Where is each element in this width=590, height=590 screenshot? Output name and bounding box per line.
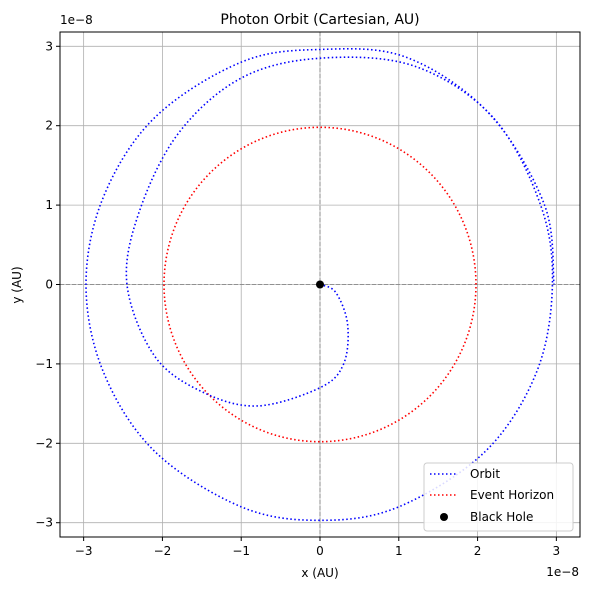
legend-marker-black-hole — [440, 513, 448, 521]
legend-label-black-hole: Black Hole — [470, 510, 533, 524]
y-tick-label: −1 — [35, 357, 53, 371]
y-tick-label: 3 — [45, 39, 53, 53]
y-ticks: −3 −2 −1 0 1 2 3 — [35, 39, 60, 529]
x-tick-label: 2 — [474, 544, 482, 558]
x-tick-label: 3 — [553, 544, 561, 558]
y-axis-label: y (AU) — [10, 266, 24, 303]
x-tick-label: −3 — [75, 544, 93, 558]
x-tick-label: 1 — [395, 544, 403, 558]
chart-title: Photon Orbit (Cartesian, AU) — [220, 12, 419, 28]
legend-label-orbit: Orbit — [470, 467, 500, 481]
y-tick-label: 1 — [45, 198, 53, 212]
legend-label-event-horizon: Event Horizon — [470, 488, 554, 502]
y-tick-label: 0 — [45, 278, 53, 292]
black-hole-marker — [316, 281, 324, 289]
x-offset-text: 1e−8 — [546, 565, 579, 579]
y-tick-label: −2 — [35, 436, 53, 450]
x-tick-label: 0 — [316, 544, 324, 558]
legend: Orbit Event Horizon Black Hole — [424, 463, 573, 531]
y-offset-text: 1e−8 — [60, 13, 93, 27]
x-tick-label: −2 — [154, 544, 172, 558]
y-tick-label: −3 — [35, 516, 53, 530]
x-axis-label: x (AU) — [301, 566, 338, 580]
x-ticks: −3 −2 −1 0 1 2 3 — [75, 537, 560, 558]
x-tick-label: −1 — [232, 544, 250, 558]
y-tick-label: 2 — [45, 119, 53, 133]
